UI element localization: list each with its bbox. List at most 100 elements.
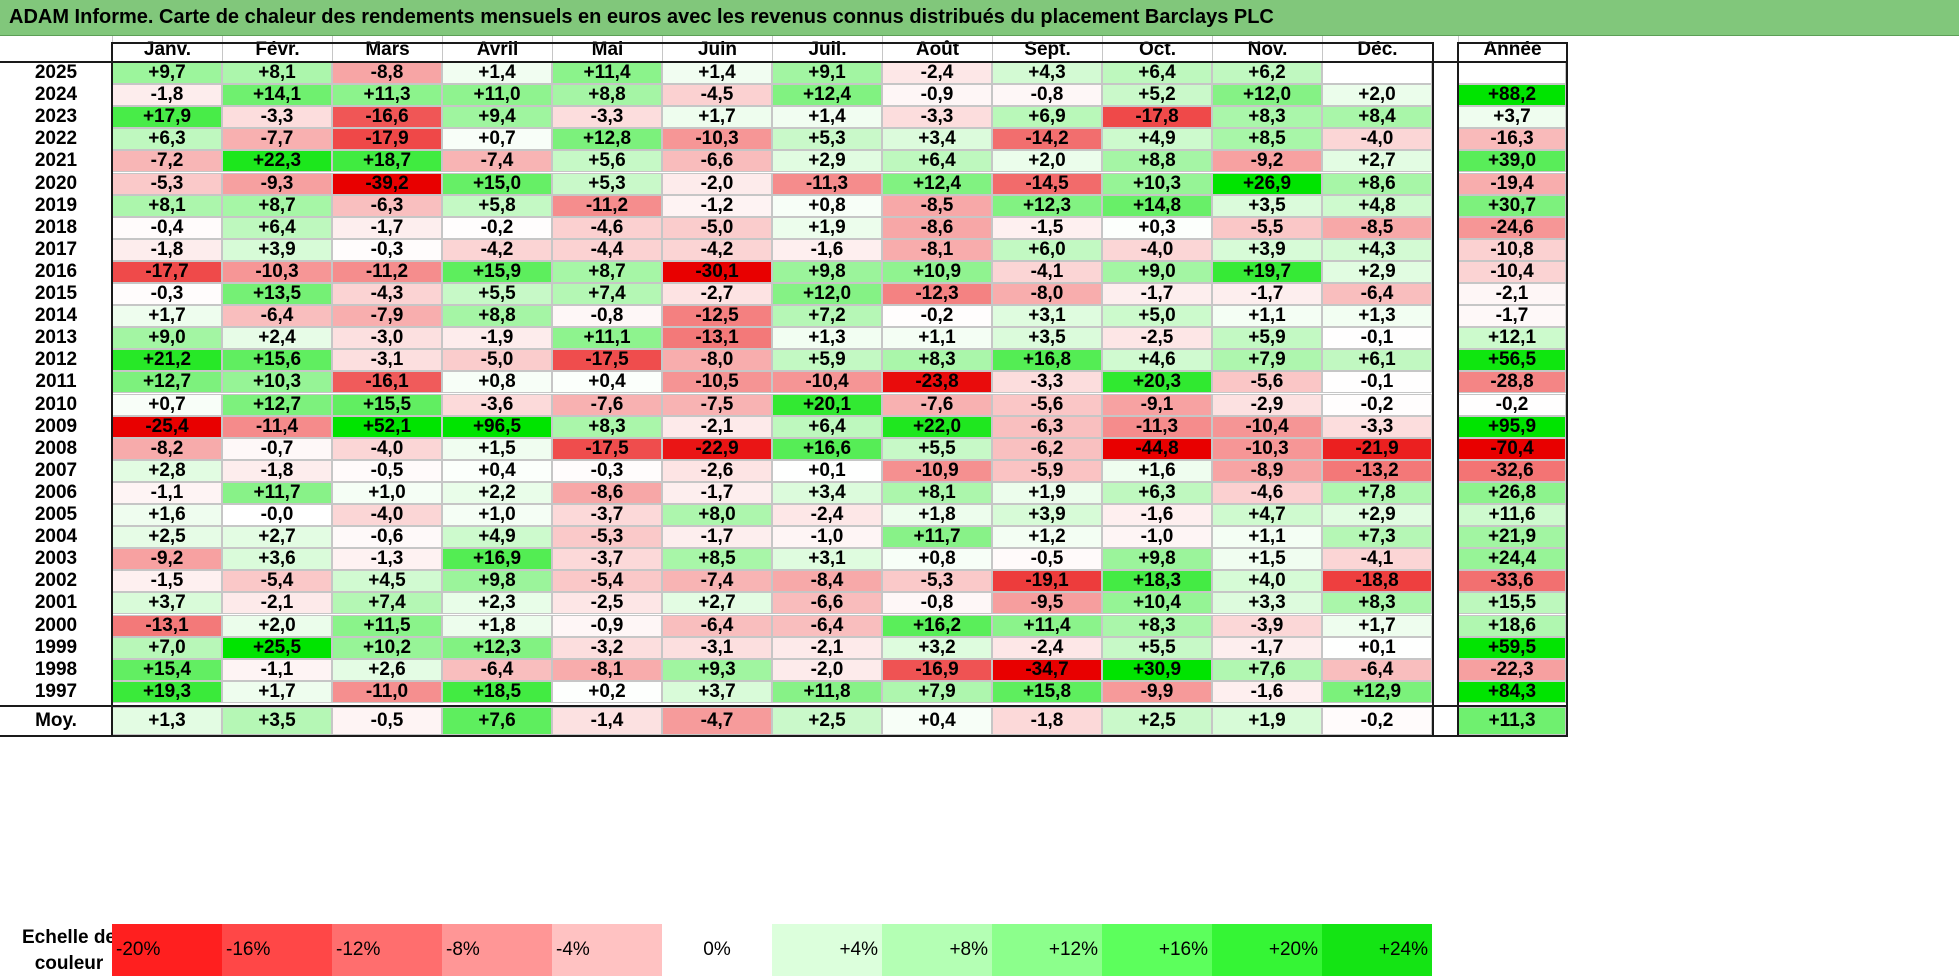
heatmap-cell: +8,3 — [1212, 106, 1322, 129]
annual-cell: +26,8 — [1458, 481, 1566, 504]
annual-cell: +88,2 — [1458, 84, 1566, 107]
month-header: Oct. — [1102, 36, 1212, 63]
heatmap-cell: +1,4 — [772, 106, 882, 129]
heatmap-cell: -1,5 — [992, 216, 1102, 239]
heatmap-cell: -2,9 — [1212, 393, 1322, 416]
heatmap-cell: +1,2 — [992, 526, 1102, 549]
heatmap-cell: +6,4 — [222, 216, 332, 239]
heatmap-cell: -1,1 — [112, 481, 222, 504]
annual-cell: +24,4 — [1458, 548, 1566, 571]
heatmap-cell: +15,5 — [332, 393, 442, 416]
divider-line — [0, 61, 1568, 63]
heatmap-cell: +11,4 — [992, 614, 1102, 637]
heatmap-cell: +9,8 — [772, 260, 882, 283]
annual-cell: -28,8 — [1458, 371, 1566, 394]
heatmap-cell: +0,1 — [1322, 636, 1432, 659]
heatmap-cell: -8,2 — [112, 437, 222, 460]
heatmap-cell: -7,5 — [662, 393, 772, 416]
heatmap-cell: -0,5 — [332, 459, 442, 482]
heatmap-cell: -0,2 — [1322, 393, 1432, 416]
heatmap-cell: +1,8 — [882, 504, 992, 527]
average-cell: -0,2 — [1322, 706, 1432, 735]
annual-cell: +59,5 — [1458, 636, 1566, 659]
annual-cell: -10,4 — [1458, 260, 1566, 283]
year-label: 1999 — [34, 636, 78, 658]
heatmap-cell: -3,3 — [1322, 415, 1432, 438]
heatmap-cell: +9,8 — [1102, 548, 1212, 571]
heatmap-cell: -2,5 — [1102, 327, 1212, 350]
average-annual-cell: +11,3 — [1458, 706, 1566, 735]
heatmap-cell: +11,7 — [222, 481, 332, 504]
heatmap-cell: +7,4 — [552, 283, 662, 306]
heatmap-cell: +7,9 — [1212, 349, 1322, 372]
heatmap-cell: -5,4 — [222, 570, 332, 593]
average-cell: +1,9 — [1212, 706, 1322, 735]
heatmap-cell: +0,7 — [442, 128, 552, 151]
heatmap-cell: +3,1 — [992, 305, 1102, 328]
heatmap-cell: -9,9 — [1102, 680, 1212, 703]
heatmap-cell: -3,6 — [442, 393, 552, 416]
color-scale-step: +8% — [882, 924, 992, 976]
heatmap-cell: +1,8 — [442, 614, 552, 637]
heatmap-cell: +8,3 — [552, 415, 662, 438]
heatmap-cell: +1,1 — [1212, 305, 1322, 328]
heatmap-cell: -0,8 — [882, 592, 992, 615]
heatmap-cell: -1,6 — [1102, 504, 1212, 527]
heatmap-cell: -7,6 — [882, 393, 992, 416]
heatmap-cell: +1,5 — [442, 437, 552, 460]
heatmap-cell: -4,6 — [552, 216, 662, 239]
heatmap-cell: -1,1 — [222, 658, 332, 681]
heatmap-cell: +4,5 — [332, 570, 442, 593]
year-label: 2006 — [34, 481, 78, 503]
heatmap-cell: +3,6 — [222, 548, 332, 571]
heatmap-cell: +5,3 — [552, 172, 662, 195]
heatmap-cell: +13,5 — [222, 283, 332, 306]
heatmap-cell: +14,8 — [1102, 194, 1212, 217]
heatmap-cell: -1,3 — [332, 548, 442, 571]
heatmap-cell: +10,3 — [222, 371, 332, 394]
heatmap-cell: -0,9 — [882, 84, 992, 107]
heatmap-cell: -0,8 — [992, 84, 1102, 107]
color-scale-step: +12% — [992, 924, 1102, 976]
heatmap-cell: +3,9 — [1212, 238, 1322, 261]
month-header: Juil. — [772, 36, 882, 63]
heatmap-cell: +8,5 — [662, 548, 772, 571]
heatmap-cell: +8,8 — [1102, 150, 1212, 173]
heatmap-cell: +3,1 — [772, 548, 882, 571]
heatmap-cell: +12,7 — [222, 393, 332, 416]
year-label: 2000 — [34, 614, 78, 636]
year-label: 2005 — [34, 504, 78, 526]
heatmap-cell: +52,1 — [332, 415, 442, 438]
heatmap-cell: +4,0 — [1212, 570, 1322, 593]
heatmap-cell: -7,4 — [662, 570, 772, 593]
heatmap-cell: +18,3 — [1102, 570, 1212, 593]
year-label: 2012 — [34, 349, 78, 371]
heatmap-cell: -9,2 — [112, 548, 222, 571]
heatmap-cell: -7,9 — [332, 305, 442, 328]
heatmap-cell: +12,3 — [992, 194, 1102, 217]
heatmap-cell: +0,8 — [442, 371, 552, 394]
heatmap-cell: -16,9 — [882, 658, 992, 681]
heatmap-cell: -3,7 — [552, 504, 662, 527]
month-header: Janv. — [112, 36, 222, 63]
heatmap-cell: +3,5 — [1212, 194, 1322, 217]
heatmap-cell: +8,3 — [1102, 614, 1212, 637]
heatmap-cell: +7,2 — [772, 305, 882, 328]
heatmap-cell: +19,7 — [1212, 260, 1322, 283]
heatmap-cell: +12,3 — [442, 636, 552, 659]
year-label: 2020 — [34, 172, 78, 194]
heatmap-cell: +4,9 — [442, 526, 552, 549]
heatmap-cell: +12,4 — [772, 84, 882, 107]
heatmap-cell: -1,6 — [772, 238, 882, 261]
average-cell: +2,5 — [772, 706, 882, 735]
heatmap-cell: -7,7 — [222, 128, 332, 151]
heatmap-cell: +3,3 — [1212, 592, 1322, 615]
heatmap-cell: -2,5 — [552, 592, 662, 615]
heatmap-cell: -1,0 — [1102, 526, 1212, 549]
heatmap-cell: +1,6 — [1102, 459, 1212, 482]
heatmap-cell: -4,5 — [662, 84, 772, 107]
heatmap-cell: -0,0 — [222, 504, 332, 527]
heatmap-cell: -0,5 — [992, 548, 1102, 571]
heatmap-cell: +7,9 — [882, 680, 992, 703]
heatmap-cell: -7,2 — [112, 150, 222, 173]
